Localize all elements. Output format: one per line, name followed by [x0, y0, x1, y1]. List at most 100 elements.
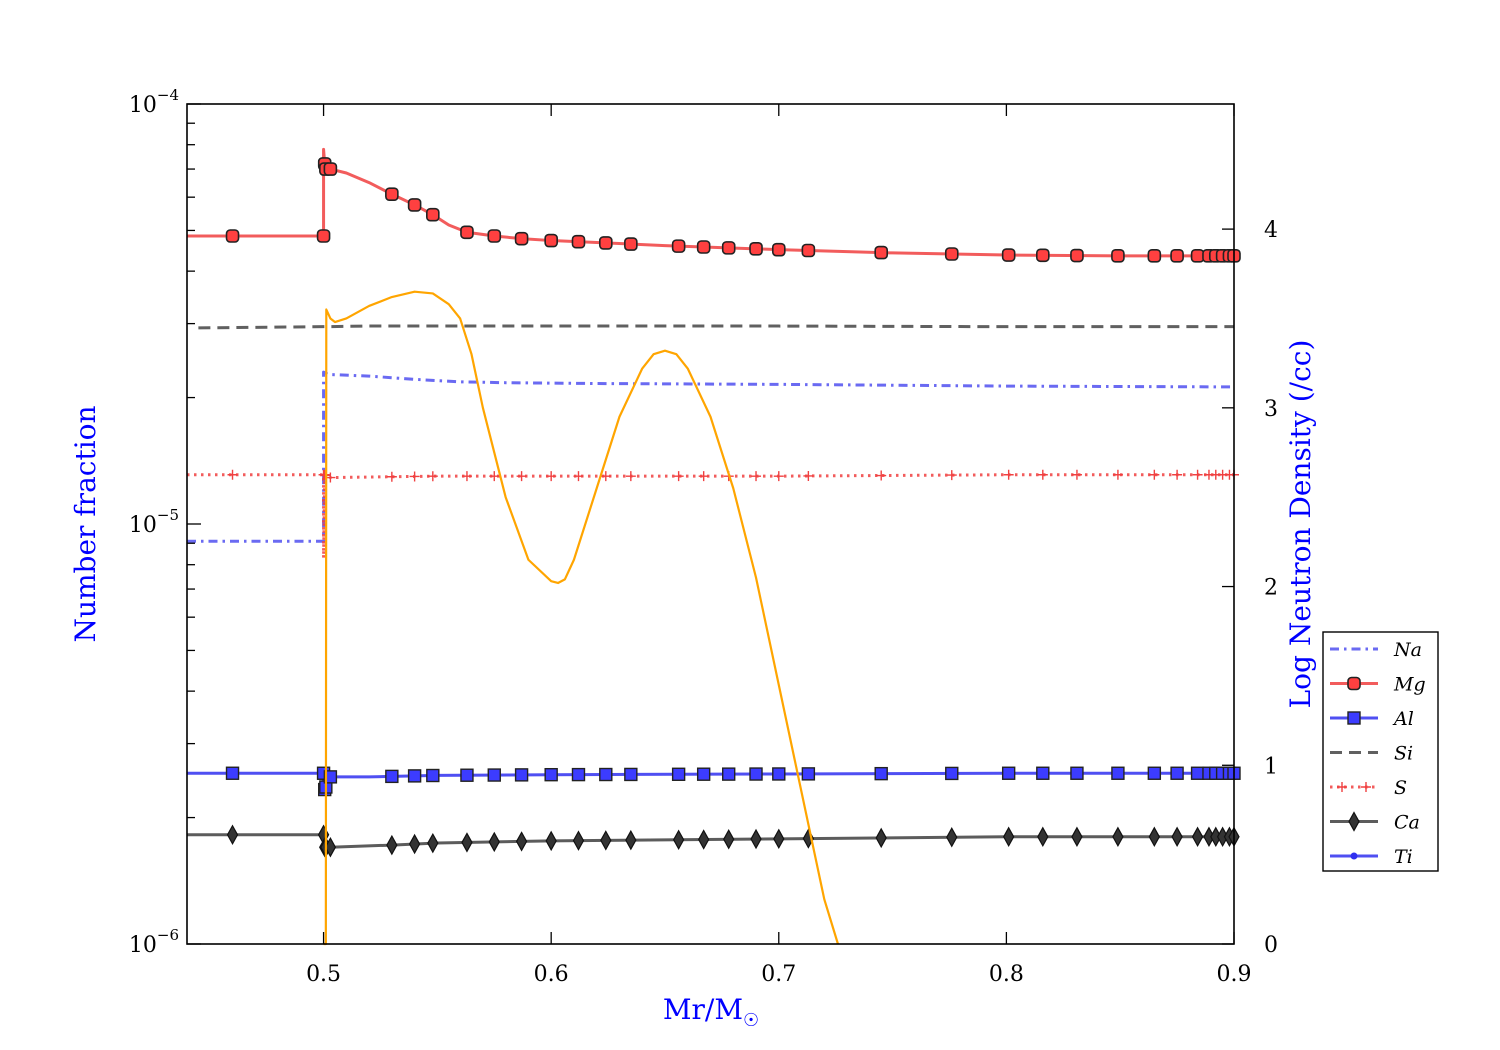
- data-point-mg: [771, 242, 786, 257]
- x-tick-label: 0.8: [989, 962, 1024, 987]
- data-point-s: [625, 471, 636, 482]
- data-point-al: [426, 768, 440, 783]
- data-point-s: [489, 471, 500, 482]
- data-point-al: [514, 768, 529, 782]
- x-tick-label: 0.9: [1217, 962, 1252, 987]
- y-tick-label-right: 0: [1264, 933, 1278, 958]
- legend: Na Mg Al Si S Ca Ti: [1322, 631, 1439, 872]
- data-point-s: [227, 469, 238, 480]
- legend-label: Na: [1393, 639, 1422, 661]
- data-point-al: [1147, 766, 1162, 780]
- series-line-mg: [187, 147, 1234, 258]
- legend-item-ti: Ti: [1330, 846, 1413, 868]
- data-point-ca: [408, 833, 421, 855]
- legend-label: Si: [1394, 743, 1413, 765]
- data-point-mg: [801, 243, 816, 258]
- sun-symbol: ☉: [743, 1010, 759, 1031]
- data-point-mg: [1170, 249, 1184, 263]
- legend-marker: [1347, 676, 1361, 691]
- data-point-mg: [514, 231, 529, 246]
- y-tick-label-right: 3: [1264, 397, 1278, 422]
- y-tick-base: 10: [129, 93, 157, 118]
- data-point-mg: [944, 247, 959, 261]
- y-tick-label-left: 10−6: [129, 926, 179, 958]
- data-point-mg: [1036, 248, 1050, 263]
- data-point-al: [487, 768, 501, 782]
- data-point-ca: [773, 828, 785, 850]
- data-point-ca: [1191, 826, 1204, 848]
- data-point-al: [1001, 766, 1016, 780]
- data-point-ca: [750, 828, 762, 850]
- x-axis-title: Mr/M☉: [663, 993, 759, 1031]
- data-point-ca: [1148, 826, 1161, 848]
- data-point-mg: [598, 236, 613, 250]
- data-point-ca: [1002, 826, 1015, 848]
- data-point-al: [1036, 766, 1050, 780]
- data-point-al: [1070, 766, 1084, 780]
- data-point-ca: [1071, 826, 1083, 848]
- data-point-s: [751, 471, 762, 482]
- legend-marker: [1348, 811, 1360, 832]
- data-point-s: [1172, 469, 1183, 480]
- data-point-ca: [946, 827, 958, 848]
- data-point-ca: [625, 829, 637, 851]
- data-point-mg: [316, 229, 331, 243]
- data-point-ca: [226, 824, 239, 846]
- data-point-s: [803, 470, 814, 481]
- data-point-s: [773, 471, 784, 482]
- data-point-al: [1190, 766, 1205, 780]
- data-point-s: [600, 471, 611, 482]
- data-point-al: [1170, 766, 1184, 780]
- plot-frame: [186, 103, 1235, 945]
- data-point-mg: [1190, 249, 1205, 263]
- y-tick-label-left: 10−5: [129, 506, 179, 538]
- series-line-neutron-density: [323, 290, 840, 946]
- data-point-s: [1149, 469, 1160, 480]
- data-point-mg: [323, 162, 338, 176]
- data-point-al: [945, 766, 959, 781]
- series-layer: [187, 147, 1241, 946]
- data-point-mg: [487, 229, 502, 243]
- data-point-al: [696, 767, 711, 781]
- data-point-mg: [225, 229, 240, 243]
- data-point-al: [624, 767, 638, 782]
- data-point-mg: [1111, 249, 1125, 263]
- series-na: [187, 370, 1235, 543]
- data-point-ca: [1171, 826, 1183, 848]
- data-point-mg: [874, 245, 889, 260]
- data-point-s: [573, 471, 584, 482]
- data-point-s: [427, 471, 438, 482]
- data-point-mg: [696, 240, 711, 254]
- y-tick-label-left: 10−4: [129, 86, 179, 118]
- data-point-mg: [721, 241, 736, 255]
- x-tick-label: 0.7: [761, 962, 796, 987]
- series-ca: [187, 824, 1240, 858]
- data-point-s: [1037, 469, 1048, 480]
- legend-marker: [1350, 852, 1358, 860]
- data-point-mg: [460, 225, 474, 240]
- legend-marker: [1337, 782, 1347, 792]
- data-point-s: [516, 471, 527, 482]
- data-point-ca: [488, 831, 500, 853]
- data-point-s: [1112, 469, 1123, 480]
- data-point-ca: [697, 829, 710, 850]
- series-line-s: [187, 473, 1234, 560]
- data-point-ca: [875, 827, 887, 849]
- legend-label: S: [1394, 777, 1407, 799]
- y-tick-base: 10: [129, 513, 157, 538]
- data-point-al: [801, 767, 816, 781]
- data-point-mg: [407, 198, 422, 212]
- legend-item-mg: Mg: [1330, 674, 1426, 696]
- data-point-ca: [1112, 826, 1124, 848]
- data-point-mg: [624, 237, 638, 251]
- data-point-al: [671, 767, 686, 781]
- series-al: [187, 766, 1241, 797]
- data-point-al: [599, 767, 613, 782]
- data-point-ca: [515, 831, 528, 852]
- data-point-ca: [461, 832, 473, 853]
- data-point-s: [546, 471, 557, 482]
- data-point-s: [409, 471, 420, 482]
- series-neutron-density: [323, 290, 840, 946]
